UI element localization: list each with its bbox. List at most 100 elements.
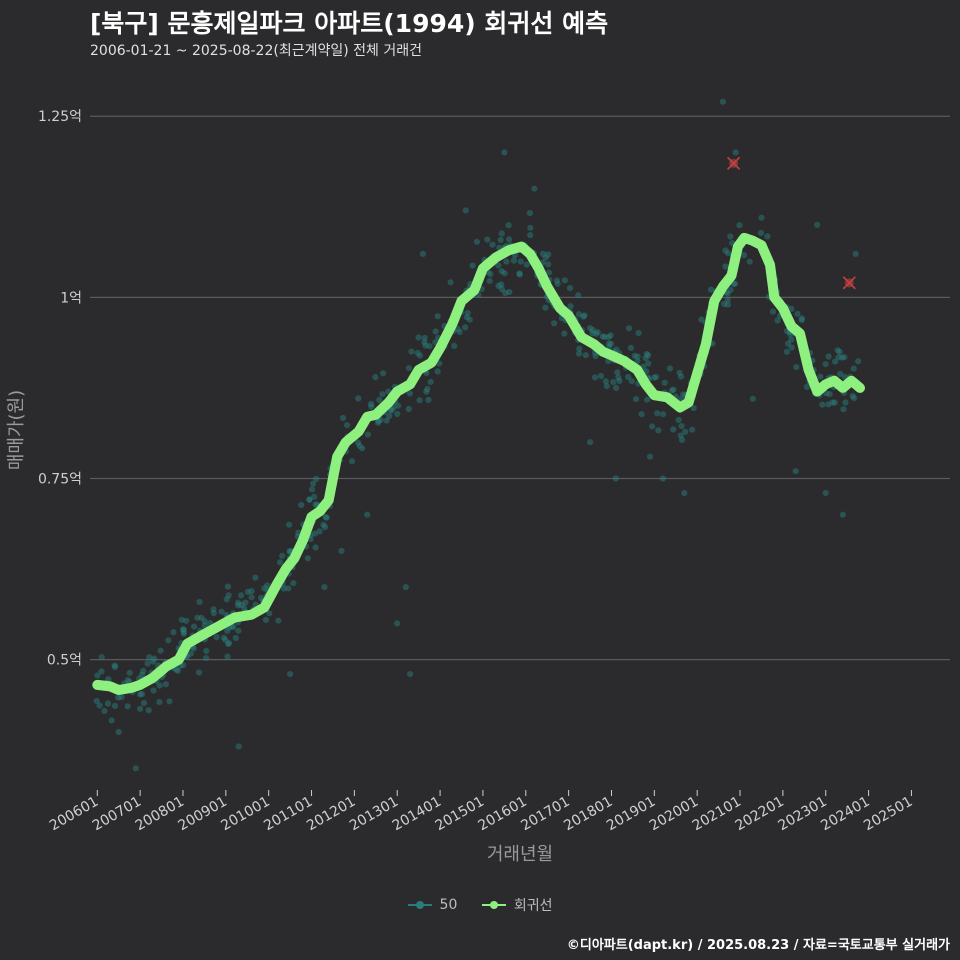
scatter-point [406, 390, 413, 397]
x-tick-label: 200801 [133, 794, 187, 835]
scatter-point [266, 610, 273, 617]
scatter-point [280, 585, 287, 592]
x-tick-label: 202401 [818, 794, 872, 835]
scatter-point [527, 232, 534, 239]
scatter-point [608, 340, 615, 347]
scatter-point [104, 700, 112, 707]
y-tick-label: 1억 [60, 290, 82, 306]
scatter-point [649, 423, 656, 430]
scatter-point [178, 616, 185, 623]
scatter-point [405, 365, 412, 372]
chart-title: [북구] 문흥제일파크 아파트(1994) 회귀선 예측 [90, 9, 609, 38]
scatter-point [849, 392, 856, 400]
scatter-point [498, 230, 505, 237]
scatter-point [462, 324, 469, 331]
scatter-point [506, 288, 513, 296]
scatter-point [115, 694, 122, 701]
scatter-point [680, 391, 687, 398]
scatter-point [554, 280, 561, 287]
y-tick-label: 0.75억 [38, 471, 82, 487]
scatter-point [313, 475, 320, 482]
scatter-point [473, 238, 480, 245]
scatter-point [731, 280, 738, 287]
scatter-point [407, 671, 414, 678]
scatter-point [111, 662, 118, 669]
legend-item-trend: 회귀선 [481, 895, 552, 915]
trend-line [92, 232, 865, 695]
scatter-point [93, 697, 100, 705]
scatter-point [783, 348, 791, 355]
scatter-point [741, 252, 748, 259]
scatter-point [364, 511, 371, 518]
scatter-point [576, 350, 583, 357]
scatter-point [419, 250, 426, 257]
scatter-point [689, 426, 696, 433]
scatter-point [633, 396, 640, 403]
scatter-point [593, 330, 600, 337]
scatter-point [676, 369, 683, 376]
scatter-point [497, 236, 504, 244]
scatter-point [316, 528, 323, 535]
scatter-point [170, 629, 177, 636]
scatter-point [495, 262, 502, 269]
scatter-point [232, 635, 239, 642]
scatter-point [722, 263, 729, 270]
scatter-point [826, 391, 833, 398]
scatter-point [635, 330, 642, 337]
scatter-point [434, 368, 441, 375]
scatter-point [651, 374, 658, 381]
scatter-point [402, 584, 409, 591]
scatter-point [427, 378, 434, 385]
scatter-point [690, 404, 697, 412]
x-tick-label: 202501 [861, 794, 915, 835]
scatter-point [646, 453, 654, 460]
scatter-point [156, 699, 163, 706]
x-tick-label: 200901 [176, 794, 230, 835]
scatter-point [469, 262, 476, 269]
scatter-point [724, 296, 731, 303]
scatter-point [408, 348, 415, 355]
scatter-point [348, 458, 356, 465]
scatter-point [462, 207, 469, 214]
x-tick-label: 200701 [90, 794, 144, 835]
scatter-point [94, 672, 101, 679]
highlight-cross [842, 276, 856, 290]
scatter-point [645, 360, 652, 367]
grid-layer [90, 115, 950, 661]
scatter-point [421, 334, 428, 341]
scatter-point [561, 330, 568, 337]
scatter-point [523, 261, 530, 268]
scatter-point [580, 313, 587, 320]
scatter-point [140, 699, 148, 707]
x-tick-label: 201201 [304, 794, 358, 835]
scatter-point [310, 480, 317, 487]
scatter-point [235, 599, 242, 606]
x-axis-label: 거래년월 [487, 844, 553, 865]
source-caption: ©디아파트(dapt.kr) / 2025.08.23 / 자료=국토교통부 실… [566, 938, 950, 953]
scatter-point [542, 304, 549, 311]
legend-item-points: 50 [407, 897, 457, 913]
scatter-point [262, 616, 269, 624]
scatter-point [551, 320, 558, 327]
scatter-point [501, 149, 508, 156]
scatter-point [601, 333, 608, 340]
x-tick-label: 202001 [647, 794, 701, 835]
scatter-point [638, 411, 645, 418]
scatter-point [814, 221, 821, 228]
scatter-point [489, 241, 496, 248]
highlight-cross [727, 156, 741, 170]
scatter-point [698, 316, 705, 323]
y-axis-label: 매매가(원) [6, 390, 27, 470]
scatter-point [661, 379, 668, 386]
scatter-point [727, 233, 734, 240]
scatter-point [788, 305, 795, 312]
trend-line-layer [92, 232, 865, 695]
scatter-point [101, 707, 108, 715]
scatter-point [111, 702, 119, 710]
scatter-point [304, 555, 311, 562]
scatter-point [819, 401, 826, 408]
scatter-point [275, 617, 282, 624]
scatter-point [503, 258, 510, 265]
scatter-point [839, 511, 847, 518]
scatter-point [627, 344, 635, 351]
